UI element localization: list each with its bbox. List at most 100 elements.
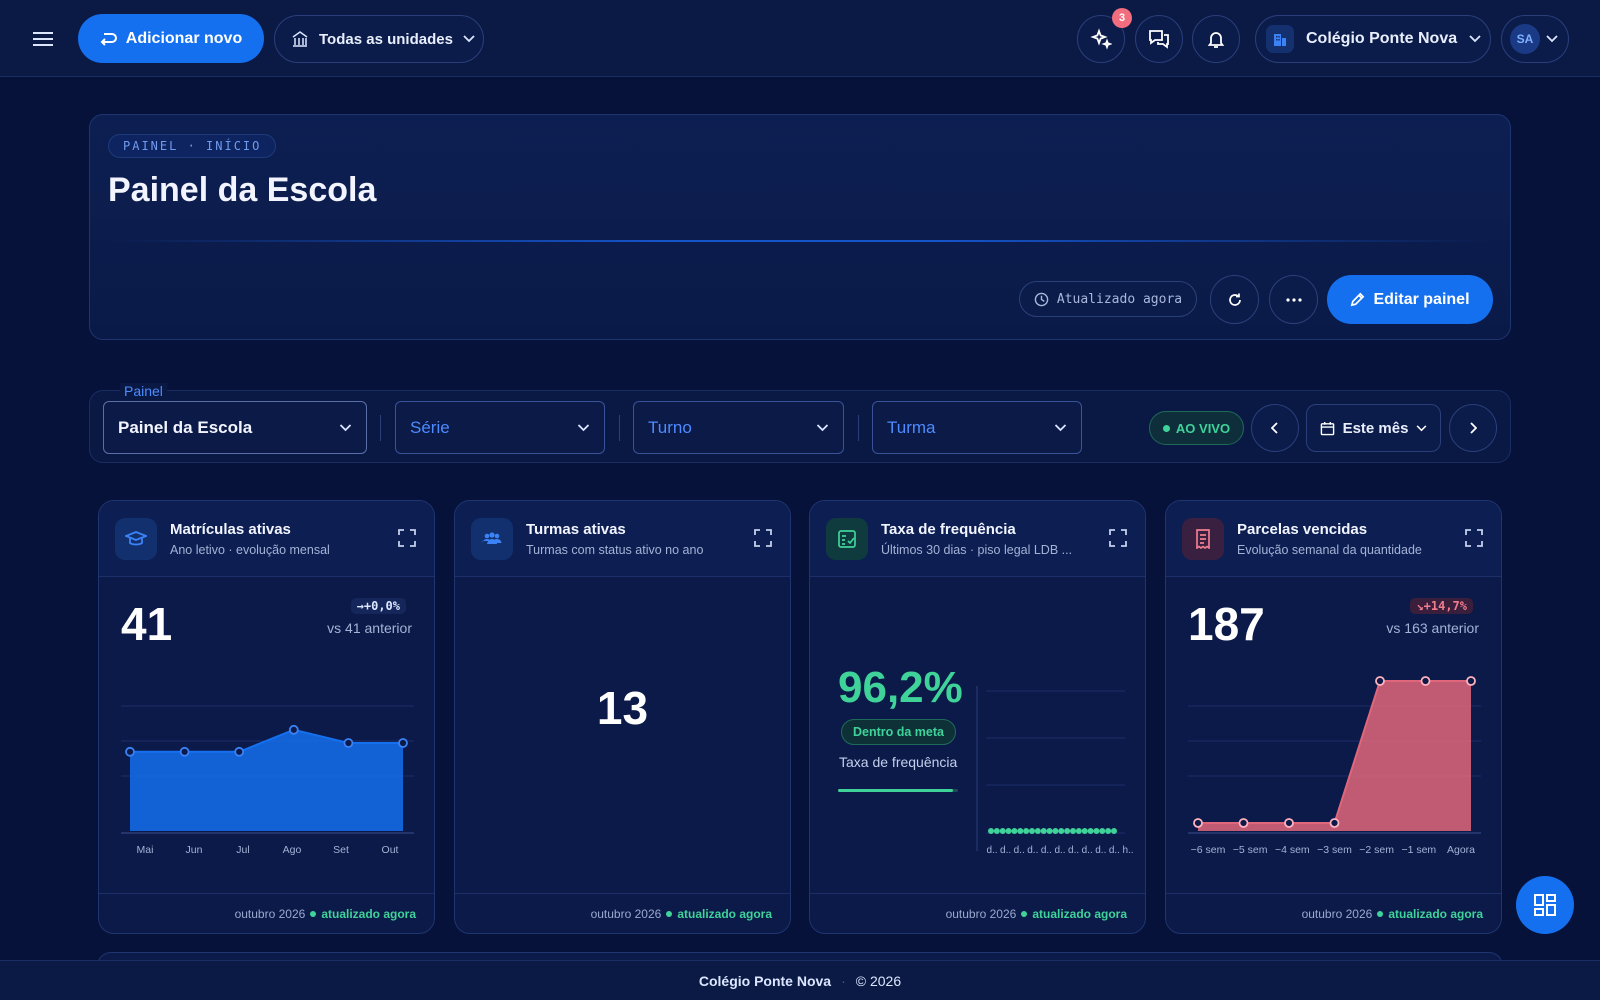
card-footer: outubro 2026 atualizado agora — [99, 893, 434, 933]
data-point — [1466, 676, 1476, 686]
add-icon — [100, 32, 117, 46]
attendance-dot-chart: d.. d.. d.. d.. d.. d.. d.. d.. d.. d.. h.. — [976, 686, 1134, 856]
x-tick-label: −5 sem — [1233, 844, 1268, 856]
data-point — [1058, 828, 1065, 834]
turno-select-label: Turno — [648, 417, 692, 437]
data-point — [1070, 828, 1076, 834]
delta-chip: →+0,0% — [350, 598, 406, 614]
serie-select[interactable]: Série — [395, 401, 605, 454]
status-dot-icon — [1377, 910, 1384, 917]
x-tick-label: Jul — [236, 844, 249, 856]
data-point — [1193, 818, 1203, 828]
x-tick-label: h.. — [1122, 845, 1133, 856]
card-title: Parcelas vencidas — [1237, 521, 1368, 538]
attendance-progress-bar — [838, 789, 958, 792]
breadcrumb: PAINEL · INÍCIO — [108, 134, 277, 158]
receipt-icon — [1182, 518, 1224, 560]
data-point — [179, 746, 190, 757]
kpi-label: Taxa de frequência — [839, 754, 958, 770]
chevron-down-icon — [1054, 423, 1067, 431]
area-fill — [1198, 681, 1471, 831]
x-tick-label: Jun — [186, 844, 203, 856]
next-period-button[interactable] — [1449, 404, 1497, 452]
data-point — [1075, 828, 1082, 834]
serie-select-label: Série — [410, 417, 450, 437]
card-subtitle: Turmas com status ativo no ano — [526, 543, 704, 557]
edit-panel-button[interactable]: Editar painel — [1327, 275, 1493, 324]
status-dot-icon — [1021, 910, 1028, 917]
widgets-fab-button[interactable] — [1516, 876, 1574, 934]
chat-icon — [1149, 30, 1169, 49]
data-point — [999, 828, 1006, 834]
x-tick-label: Ago — [283, 844, 302, 856]
chevron-left-icon — [1271, 422, 1278, 434]
data-point — [1040, 828, 1047, 834]
x-tick-label: −3 sem — [1317, 844, 1352, 856]
expand-icon[interactable] — [1465, 529, 1483, 552]
menu-icon[interactable] — [28, 24, 58, 54]
graduation-cap-icon — [115, 518, 157, 560]
school-selector[interactable]: Colégio Ponte Nova — [1255, 15, 1491, 63]
previous-period-button[interactable] — [1251, 404, 1299, 452]
data-point — [1064, 828, 1071, 834]
period-selector[interactable]: Este mês — [1306, 404, 1441, 452]
x-tick-label: Out — [382, 844, 399, 856]
status-dot-icon — [310, 910, 317, 917]
expand-icon[interactable] — [754, 529, 772, 552]
footer-date: outubro 2026 — [1301, 906, 1373, 921]
user-menu[interactable]: SA — [1501, 15, 1569, 63]
data-point — [1093, 828, 1100, 834]
add-new-button[interactable]: Adicionar novo — [78, 14, 264, 63]
card-title: Turmas ativas — [526, 521, 626, 538]
data-point — [1284, 818, 1294, 828]
panel-select-value: Painel da Escola — [118, 417, 253, 437]
chevron-down-icon — [1417, 424, 1427, 431]
data-point — [398, 738, 408, 748]
x-tick-label: d.. — [1041, 845, 1052, 856]
card-footer: outubro 2026 atualizado agora — [455, 893, 790, 933]
separator — [380, 415, 381, 441]
more-options-button[interactable] — [1269, 275, 1318, 324]
messages-button[interactable] — [1135, 15, 1183, 63]
enrollments-area-chart: Mai Jun Jul Ago Set Out — [121, 705, 414, 856]
units-label: Todas as unidades — [319, 30, 453, 48]
x-tick-label: d.. — [1000, 845, 1011, 856]
panel-select-legend: Painel — [120, 383, 167, 399]
card-overdue-installments: Parcelas vencidas Evolução semanal da qu… — [1165, 500, 1502, 934]
x-tick-label: d.. — [1014, 845, 1025, 856]
data-point — [1081, 828, 1088, 834]
chevron-right-icon — [1470, 422, 1477, 434]
notifications-button[interactable] — [1192, 15, 1240, 63]
divider — [110, 240, 1490, 242]
x-tick-label: d.. — [1109, 845, 1120, 856]
kpi-value: 13 — [596, 682, 649, 734]
area-fill — [130, 729, 403, 831]
turma-select[interactable]: Turma — [872, 401, 1082, 454]
refresh-button[interactable] — [1210, 275, 1259, 324]
data-point — [1034, 828, 1041, 834]
units-selector[interactable]: Todas as unidades — [274, 15, 484, 63]
data-point — [1238, 818, 1249, 828]
footer-date: outubro 2026 — [234, 906, 306, 921]
x-tick-label: d.. — [1082, 845, 1093, 856]
institution-icon — [292, 31, 308, 47]
data-point — [1105, 828, 1112, 834]
data-point — [1052, 828, 1059, 834]
expand-icon[interactable] — [1109, 529, 1127, 552]
x-tick-label: −2 sem — [1359, 844, 1394, 856]
turno-select[interactable]: Turno — [633, 401, 844, 454]
chevron-down-icon — [816, 423, 829, 431]
pencil-icon — [1351, 292, 1365, 307]
data-point — [1011, 828, 1018, 834]
data-point — [1375, 676, 1385, 686]
overdue-area-chart: −6 sem −5 sem −4 sem −3 sem −2 sem −1 sem Agor… — [1188, 676, 1481, 856]
card-subtitle: Últimos 30 dias · piso legal LDB ... — [881, 543, 1073, 557]
sparkles-icon — [1090, 28, 1112, 50]
panel-select[interactable]: Painel da Escola — [103, 401, 367, 454]
card-header: Turmas ativas Turmas com status ativo no… — [455, 501, 790, 577]
footer-date: outubro 2026 — [945, 906, 1017, 921]
x-tick-label: Mai — [137, 844, 154, 856]
expand-icon[interactable] — [398, 529, 416, 552]
x-tick-label: −4 sem — [1275, 844, 1310, 856]
x-tick-label: Set — [333, 844, 349, 856]
